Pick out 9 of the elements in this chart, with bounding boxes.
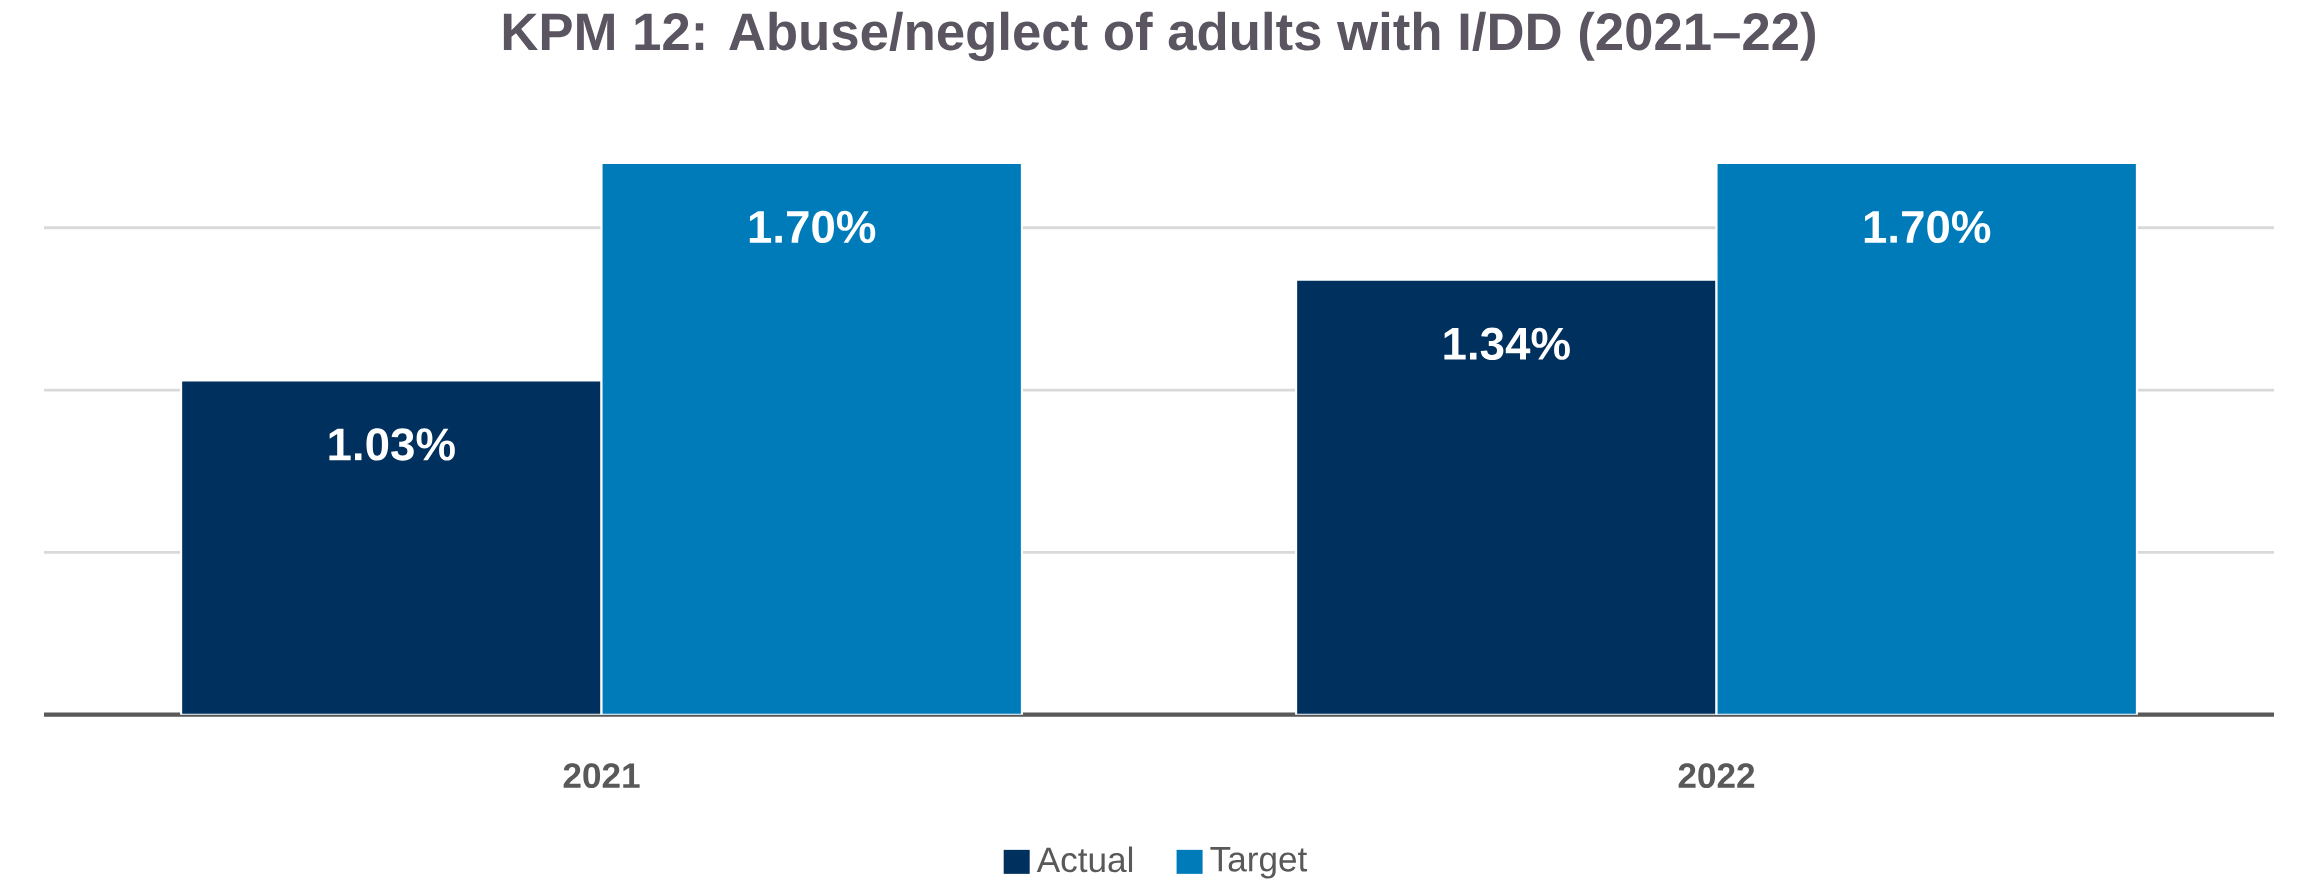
chart-title: KPM 12: Abuse/neglect of adults with I/DD (2021–22) xyxy=(503,11,1815,61)
data-label: 1.70% xyxy=(1864,210,1991,243)
data-label: 1.34% xyxy=(1444,327,1570,360)
legend-label: Actual xyxy=(1036,846,1133,873)
data-label: 1.70% xyxy=(749,210,876,243)
x-tick-label: 2022 xyxy=(1678,763,1755,788)
data-label: 1.03% xyxy=(329,428,455,461)
x-tick-label: 2021 xyxy=(563,763,640,788)
legend-label: Target xyxy=(1210,846,1308,879)
